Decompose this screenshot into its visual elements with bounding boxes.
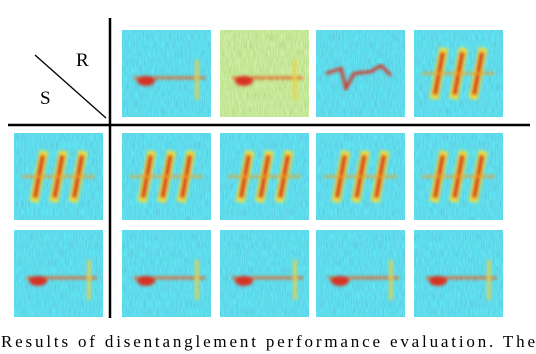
onset	[137, 75, 155, 86]
spectrogram	[122, 230, 211, 317]
spectrogram	[414, 133, 503, 220]
spectrogram-features	[325, 63, 393, 93]
spectrogram-features	[22, 150, 95, 203]
row-label: S	[40, 88, 51, 109]
onset	[331, 275, 349, 286]
spectrogram	[414, 230, 503, 317]
spectrogram	[316, 230, 405, 317]
spectrogram-features	[228, 150, 301, 203]
spectrogram-features	[26, 259, 97, 300]
spectrogram	[316, 30, 405, 117]
spectrogram	[122, 30, 211, 117]
spectrogram-features	[232, 259, 303, 300]
spectrogram-features	[134, 259, 205, 300]
diagonal	[34, 54, 107, 119]
onset	[429, 275, 447, 286]
spectrogram-features	[324, 150, 397, 203]
trace	[325, 63, 393, 93]
spectrogram	[220, 230, 309, 317]
col-label: R	[76, 50, 89, 71]
spectrogram	[220, 133, 309, 220]
spectrogram-features	[328, 259, 399, 300]
spectrogram-features	[232, 59, 303, 100]
spectrogram	[414, 30, 503, 117]
onset	[29, 275, 47, 286]
spectrogram	[14, 230, 103, 317]
spectrogram-features	[422, 47, 495, 100]
onset	[137, 275, 155, 286]
spectrogram-features	[130, 150, 203, 203]
onset	[235, 75, 253, 86]
spectrogram-grid	[14, 30, 503, 317]
spectrogram	[316, 133, 405, 220]
caption: Results of disentanglement performance e…	[1, 332, 535, 351]
spectrogram-features	[426, 259, 497, 300]
spectrogram	[220, 30, 309, 117]
spectrogram	[14, 133, 103, 220]
spectrogram-features	[134, 59, 205, 100]
spectrogram-features	[422, 150, 495, 203]
onset	[235, 275, 253, 286]
spectrogram	[122, 133, 211, 220]
